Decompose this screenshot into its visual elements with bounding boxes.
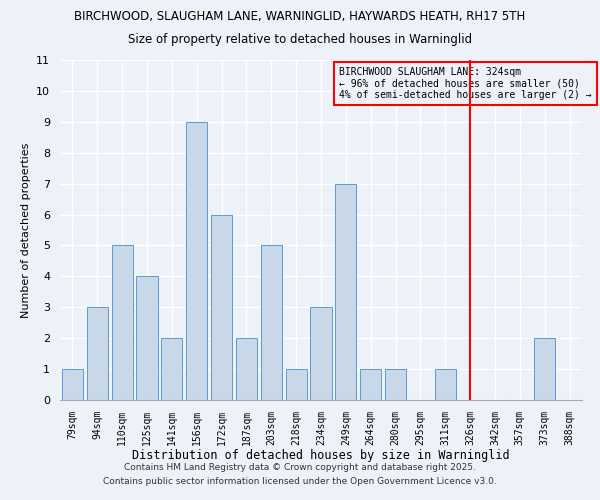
Bar [62, 369, 83, 400]
Bar [186, 122, 207, 400]
Bar [236, 338, 257, 400]
Bar [435, 369, 456, 400]
Bar [335, 184, 356, 400]
X-axis label: Distribution of detached houses by size in Warninglid: Distribution of detached houses by size … [132, 449, 510, 462]
Bar [161, 338, 182, 400]
Bar [87, 308, 108, 400]
Bar [534, 338, 555, 400]
Text: Size of property relative to detached houses in Warninglid: Size of property relative to detached ho… [128, 32, 472, 46]
Bar [310, 308, 332, 400]
Text: BIRCHWOOD SLAUGHAM LANE: 324sqm
← 96% of detached houses are smaller (50)
4% of : BIRCHWOOD SLAUGHAM LANE: 324sqm ← 96% of… [339, 67, 592, 100]
Bar [261, 246, 282, 400]
Bar [211, 214, 232, 400]
Bar [136, 276, 158, 400]
Y-axis label: Number of detached properties: Number of detached properties [21, 142, 31, 318]
Bar [286, 369, 307, 400]
Text: BIRCHWOOD, SLAUGHAM LANE, WARNINGLID, HAYWARDS HEATH, RH17 5TH: BIRCHWOOD, SLAUGHAM LANE, WARNINGLID, HA… [74, 10, 526, 23]
Text: Contains public sector information licensed under the Open Government Licence v3: Contains public sector information licen… [103, 478, 497, 486]
Bar [385, 369, 406, 400]
Bar [360, 369, 381, 400]
Bar [112, 246, 133, 400]
Text: Contains HM Land Registry data © Crown copyright and database right 2025.: Contains HM Land Registry data © Crown c… [124, 462, 476, 471]
